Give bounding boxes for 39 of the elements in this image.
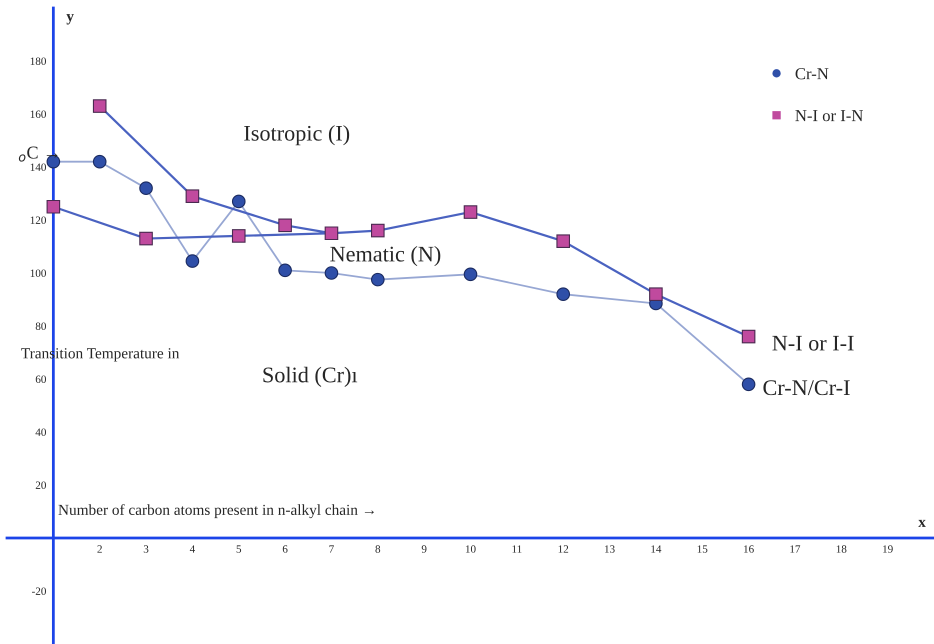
y-tick-label: 100 — [30, 269, 46, 277]
x-tick-label: 4 — [190, 545, 196, 553]
x-tick-label: 17 — [790, 545, 800, 553]
annotation: y — [66, 14, 74, 24]
x-tick-label: 13 — [604, 545, 615, 553]
annotation: Cr-N/Cr-I — [763, 380, 850, 396]
y-tick-label: 120 — [30, 216, 46, 224]
legend-label: Cr-N — [796, 68, 828, 80]
x-tick-label: 5 — [236, 545, 242, 553]
y-tick-label: 20 — [36, 481, 46, 489]
x-tick-label: 15 — [698, 545, 708, 553]
x-tick-label: 19 — [883, 545, 893, 553]
annotation: Isotropic (I) — [244, 125, 350, 146]
x-axis-title: Number of carbon atoms present in n-alkyl chain → — [58, 504, 374, 518]
x-tick-label: 7 — [329, 545, 334, 553]
y-tick-label: 160 — [30, 110, 46, 118]
x-tick-label: 11 — [512, 545, 522, 553]
x-tick-label: 9 — [422, 545, 426, 553]
y-tick-label: 60 — [36, 375, 46, 383]
y-tick-label: 80 — [36, 322, 46, 330]
x-tick-label: 10 — [466, 545, 476, 553]
annotation: N-I or I-I — [772, 336, 854, 351]
x-tick-label: 16 — [744, 545, 754, 553]
x-tick-label: 18 — [836, 545, 846, 553]
x-tick-label: 3 — [144, 545, 148, 553]
x-tick-label: 2 — [97, 545, 102, 553]
x-tick-label: 12 — [558, 545, 568, 553]
y-tick-label: 40 — [36, 428, 46, 436]
y-tick-label: 180 — [30, 57, 46, 65]
annotation: x — [918, 520, 926, 527]
x-tick-label: 14 — [651, 545, 662, 553]
y-tick-label: -20 — [32, 587, 46, 595]
annotation: $_{o}$C → — [18, 146, 58, 162]
x-tick-label: 6 — [282, 545, 288, 553]
annotation: Nematic (N) — [330, 246, 440, 266]
annotation: Solid (Cr)ı — [263, 366, 358, 387]
x-tick-label: 8 — [375, 545, 380, 553]
y-tick-label: 140 — [30, 163, 46, 171]
legend-label: N-I or I-N — [795, 110, 863, 122]
